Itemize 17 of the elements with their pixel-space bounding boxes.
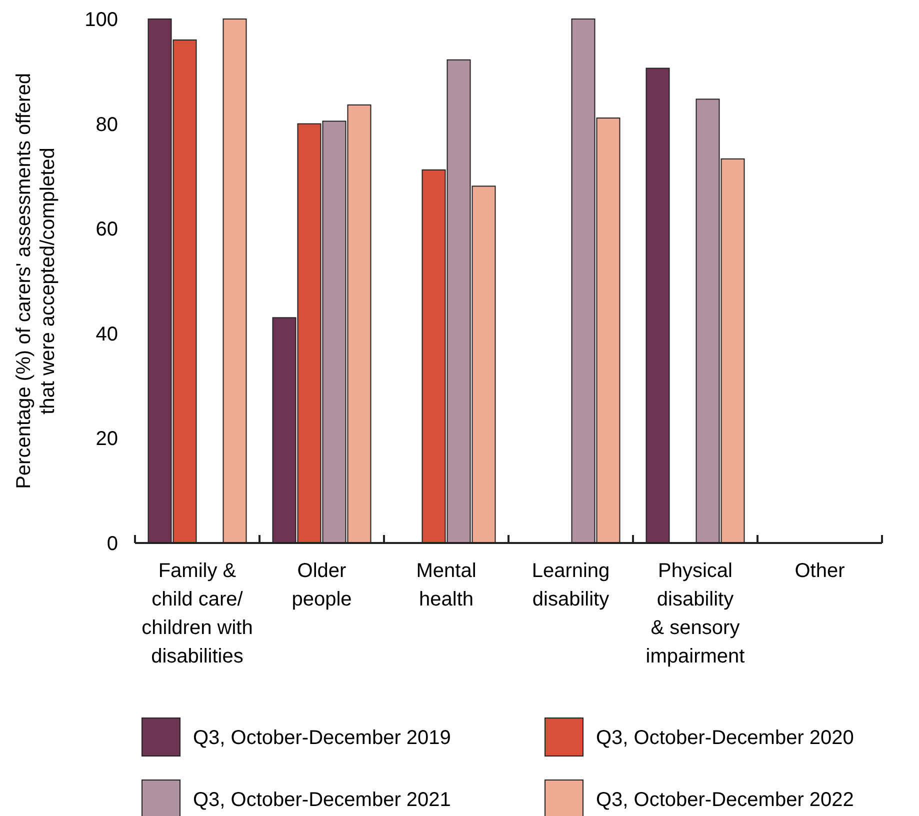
x-tick-label: Learning disability [532, 560, 610, 610]
x-tick-label: Physical disability & sensory impairment [646, 560, 746, 668]
legend-label: Q3, October-December 2021 [193, 789, 451, 811]
y-tick-label: 80 [96, 114, 118, 136]
y-tick-label: 40 [96, 323, 118, 346]
x-tick-label: Other [794, 560, 846, 582]
y-tick-label: 100 [84, 9, 118, 31]
y-tick-label: 20 [96, 428, 118, 450]
legend-label: Q3, October-December 2019 [193, 727, 451, 749]
x-tick-label: Mental health [416, 560, 476, 610]
x-tick-label: Older people [292, 560, 352, 610]
x-tick-label: Family & child care/ children with disabilities [142, 560, 253, 668]
legend-label: Q3, October-December 2020 [596, 727, 854, 749]
y-axis-title: Percentage (%) of carers' assessments offered that were accepted/completed [13, 73, 59, 489]
legend-label: Q3, October-December 2022 [596, 789, 854, 811]
y-tick-label: 0 [106, 533, 118, 555]
y-tick-label: 60 [96, 218, 118, 241]
